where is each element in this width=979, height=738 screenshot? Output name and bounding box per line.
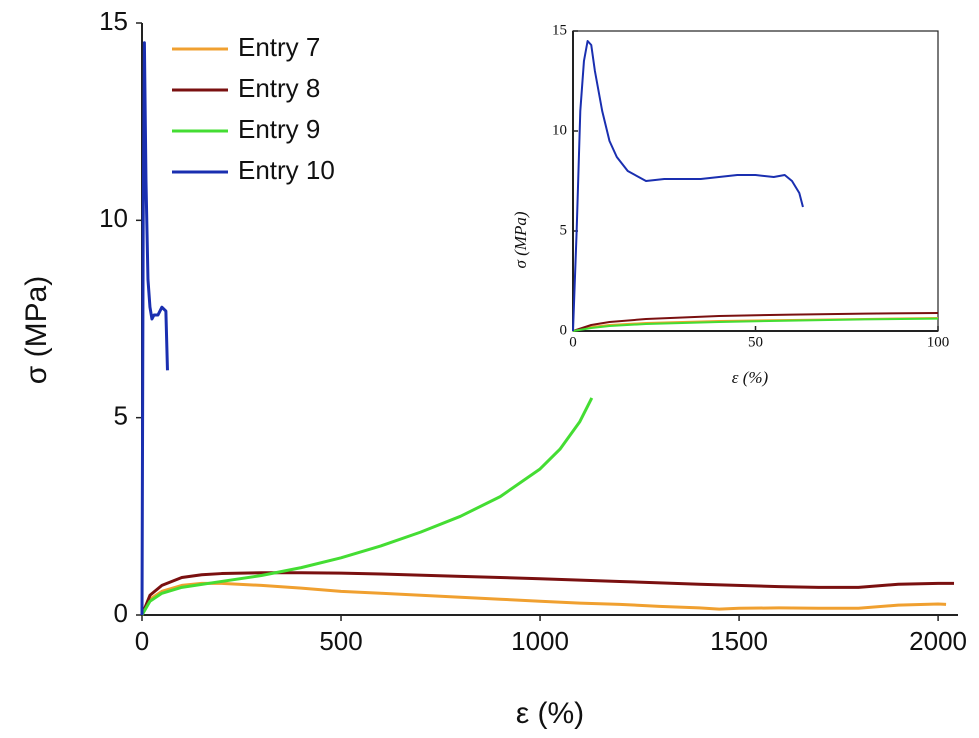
y-tick-label: 0 bbox=[560, 322, 568, 338]
data-line bbox=[140, 571, 955, 616]
data-line bbox=[572, 40, 804, 332]
y-axis-title: σ (MPa) bbox=[20, 276, 53, 385]
legend-label: Entry 8 bbox=[238, 73, 320, 103]
x-tick-label: 50 bbox=[748, 334, 763, 350]
x-tick-label: 0 bbox=[569, 334, 577, 350]
x-tick-label: 1500 bbox=[710, 626, 768, 656]
x-tick-label: 2000 bbox=[909, 626, 967, 656]
x-axis-title: ε (%) bbox=[516, 697, 584, 730]
data-line bbox=[140, 397, 594, 616]
y-tick-label: 10 bbox=[552, 122, 567, 138]
data-line bbox=[572, 312, 939, 332]
plot-frame bbox=[572, 30, 939, 332]
inset-chart: 0 50 100 0 5 10 15 ε (%) σ (MPa) bbox=[511, 22, 949, 386]
y-tick-label: 10 bbox=[99, 203, 128, 233]
x-tick-label: 100 bbox=[927, 334, 950, 350]
y-axis-title: σ (MPa) bbox=[511, 211, 530, 268]
y-tick-label: 0 bbox=[114, 598, 128, 628]
y-tick-label: 15 bbox=[552, 22, 567, 38]
y-tick-label: 15 bbox=[99, 6, 128, 36]
legend-label: Entry 9 bbox=[238, 114, 320, 144]
legend-label: Entry 10 bbox=[238, 155, 335, 185]
legend-label: Entry 7 bbox=[238, 32, 320, 62]
y-tick-label: 5 bbox=[114, 401, 128, 431]
x-axis-title: ε (%) bbox=[732, 368, 769, 387]
x-tick-label: 1000 bbox=[511, 626, 569, 656]
x-tick-label: 0 bbox=[135, 626, 149, 656]
data-line bbox=[572, 317, 939, 332]
data-line bbox=[140, 41, 169, 616]
x-tick-label: 500 bbox=[319, 626, 362, 656]
y-tick-label: 5 bbox=[560, 222, 568, 238]
